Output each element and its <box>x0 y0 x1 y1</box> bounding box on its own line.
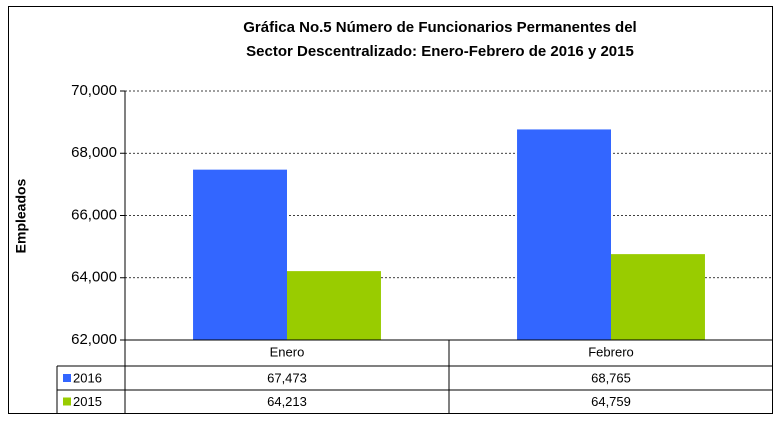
bar <box>193 169 287 340</box>
data-label: 64,213 <box>267 394 307 409</box>
legend-swatch <box>63 374 71 382</box>
legend-label: 2016 <box>73 370 102 385</box>
y-tick-label: 66,000 <box>71 206 117 223</box>
y-axis-label: Empleados <box>13 178 29 253</box>
y-tick-label: 62,000 <box>71 331 117 348</box>
y-tick-label: 64,000 <box>71 269 117 286</box>
legend-swatch <box>63 397 71 406</box>
y-tick-label: 70,000 <box>71 82 117 99</box>
chart-border <box>8 6 773 414</box>
legend-label: 2015 <box>73 394 102 409</box>
data-label: 67,473 <box>267 370 307 385</box>
chart-title: Sector Descentralizado: Enero-Febrero de… <box>246 43 634 60</box>
x-tick-label: Enero <box>270 344 305 359</box>
data-label: 64,759 <box>591 394 631 409</box>
bar <box>517 129 611 340</box>
bar <box>611 254 705 340</box>
y-tick-label: 68,000 <box>71 144 117 161</box>
data-label: 68,765 <box>591 370 631 385</box>
chart-title: Gráfica No.5 Número de Funcionarios Perm… <box>243 19 636 36</box>
x-tick-label: Febrero <box>588 344 634 359</box>
bar <box>287 271 381 340</box>
